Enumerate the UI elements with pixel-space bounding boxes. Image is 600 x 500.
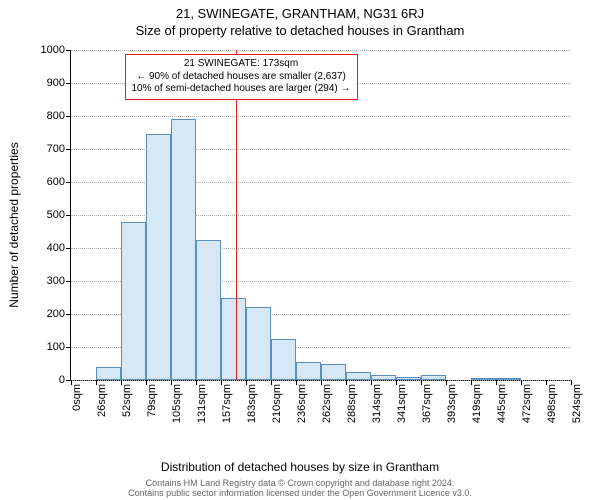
y-axis-label: Number of detached properties <box>7 142 21 307</box>
histogram-bar <box>271 339 296 380</box>
histogram-bar <box>396 377 421 380</box>
x-tick-label: 157sqm <box>221 384 233 444</box>
x-tick-label: 26sqm <box>96 384 108 444</box>
y-tick-label: 0 <box>59 374 65 386</box>
x-tick-label: 79sqm <box>146 384 158 444</box>
x-tick-label: 210sqm <box>271 384 283 444</box>
histogram-bar <box>296 362 321 380</box>
annotation-box: 21 SWINEGATE: 173sqm← 90% of detached ho… <box>125 54 358 100</box>
x-tick-label: 498sqm <box>546 384 558 444</box>
histogram-bar <box>421 375 446 380</box>
footnote: Contains HM Land Registry data © Crown c… <box>0 478 600 498</box>
x-tick-label: 314sqm <box>371 384 383 444</box>
x-tick-label: 367sqm <box>421 384 433 444</box>
histogram-bar <box>196 240 221 380</box>
gridline <box>71 116 571 117</box>
histogram-bar <box>96 367 121 380</box>
histogram-bar <box>371 375 397 380</box>
x-tick-label: 236sqm <box>296 384 308 444</box>
histogram-bar <box>471 378 496 380</box>
x-tick-label: 183sqm <box>246 384 258 444</box>
histogram-bar <box>146 134 171 380</box>
histogram-bar <box>321 364 346 381</box>
super-title: 21, SWINEGATE, GRANTHAM, NG31 6RJ <box>0 0 600 21</box>
annotation-line: ← 90% of detached houses are smaller (2,… <box>132 71 351 84</box>
histogram-bar <box>221 298 246 381</box>
chart-area: 010020030040050060070080090010000sqm26sq… <box>70 50 570 400</box>
x-tick-label: 419sqm <box>471 384 483 444</box>
y-tick-label: 800 <box>47 110 65 122</box>
x-tick-label: 341sqm <box>396 384 408 444</box>
chart-title: Size of property relative to detached ho… <box>0 21 600 38</box>
y-tick-label: 900 <box>47 77 65 89</box>
annotation-line: 21 SWINEGATE: 173sqm <box>132 58 351 71</box>
histogram-bar <box>246 307 272 380</box>
y-tick-label: 700 <box>47 143 65 155</box>
x-tick-label: 105sqm <box>171 384 183 444</box>
histogram-bar <box>496 378 522 380</box>
x-tick-label: 445sqm <box>496 384 508 444</box>
x-tick-label: 393sqm <box>446 384 458 444</box>
annotation-line: 10% of semi-detached houses are larger (… <box>132 83 351 96</box>
gridline <box>71 50 571 51</box>
y-tick-label: 200 <box>47 308 65 320</box>
y-tick-label: 300 <box>47 275 65 287</box>
y-tick-label: 400 <box>47 242 65 254</box>
footnote-line-1: Contains HM Land Registry data © Crown c… <box>146 478 455 488</box>
x-tick-label: 52sqm <box>121 384 133 444</box>
x-tick-label: 524sqm <box>571 384 583 444</box>
reference-line <box>236 50 237 380</box>
y-tick-label: 100 <box>47 341 65 353</box>
x-tick-label: 0sqm <box>71 384 83 444</box>
histogram-bar <box>346 372 371 380</box>
y-tick-label: 600 <box>47 176 65 188</box>
x-tick-label: 288sqm <box>346 384 358 444</box>
y-tick-label: 500 <box>47 209 65 221</box>
histogram-bar <box>121 222 147 380</box>
x-axis-label: Distribution of detached houses by size … <box>0 460 600 474</box>
y-tick-label: 1000 <box>41 44 65 56</box>
plot: 010020030040050060070080090010000sqm26sq… <box>70 50 571 381</box>
x-tick-label: 262sqm <box>321 384 333 444</box>
x-tick-label: 472sqm <box>521 384 533 444</box>
footnote-line-2: Contains public sector information licen… <box>128 488 472 498</box>
x-tick-label: 131sqm <box>196 384 208 444</box>
histogram-bar <box>171 119 196 380</box>
